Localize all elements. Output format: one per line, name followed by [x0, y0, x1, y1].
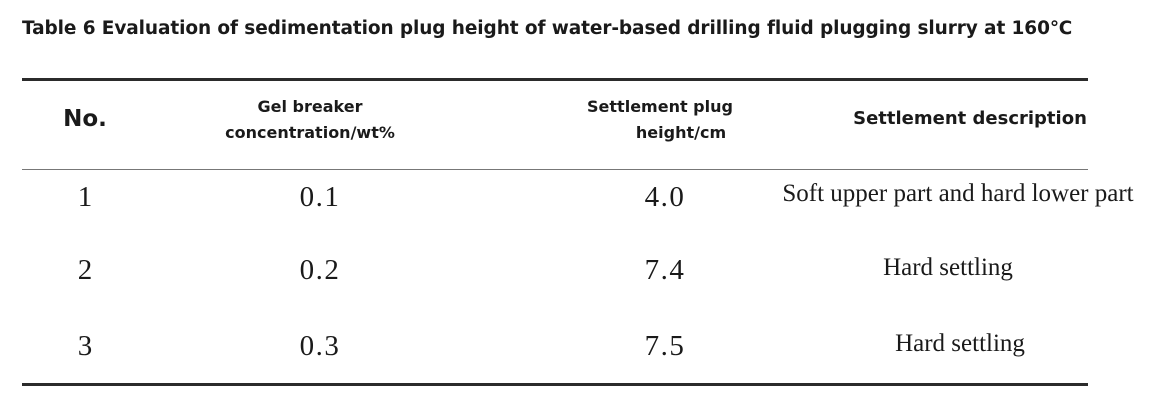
table-cell-concentration: 0.2 — [299, 254, 341, 286]
table-cell-description: Hard settling — [883, 254, 1013, 281]
table-cell-no: 1 — [77, 181, 93, 213]
table-cell-plug-height: 7.5 — [644, 330, 686, 362]
table-cell-description: Soft upper part and hard lower part — [782, 180, 1134, 207]
table-top-rule — [22, 78, 1088, 81]
table-cell-plug-height: 7.4 — [644, 254, 686, 286]
column-header-concentration-line2: concentration/wt% — [225, 123, 395, 142]
column-header-concentration: Gel breaker concentration/wt% — [190, 94, 430, 146]
table-cell-no: 3 — [77, 330, 93, 362]
column-header-description: Settlement description — [853, 108, 1087, 129]
column-header-plug-height: Settlement plug height/cm — [560, 94, 760, 146]
table-cell-no: 2 — [77, 254, 93, 286]
column-header-plug-height-line2: height/cm — [635, 123, 727, 142]
column-header-no: No. — [63, 106, 107, 132]
table-caption: Table 6 Evaluation of sedimentation plug… — [22, 18, 1073, 39]
table-cell-concentration: 0.1 — [299, 181, 341, 213]
table-cell-description: Hard settling — [895, 330, 1025, 357]
table-bottom-rule — [22, 383, 1088, 386]
table-cell-plug-height: 4.0 — [644, 181, 686, 213]
table-header-rule — [22, 169, 1088, 170]
column-header-plug-height-line1: Settlement plug — [587, 97, 733, 116]
column-header-concentration-line1: Gel breaker — [257, 97, 363, 116]
table-cell-concentration: 0.3 — [299, 330, 341, 362]
